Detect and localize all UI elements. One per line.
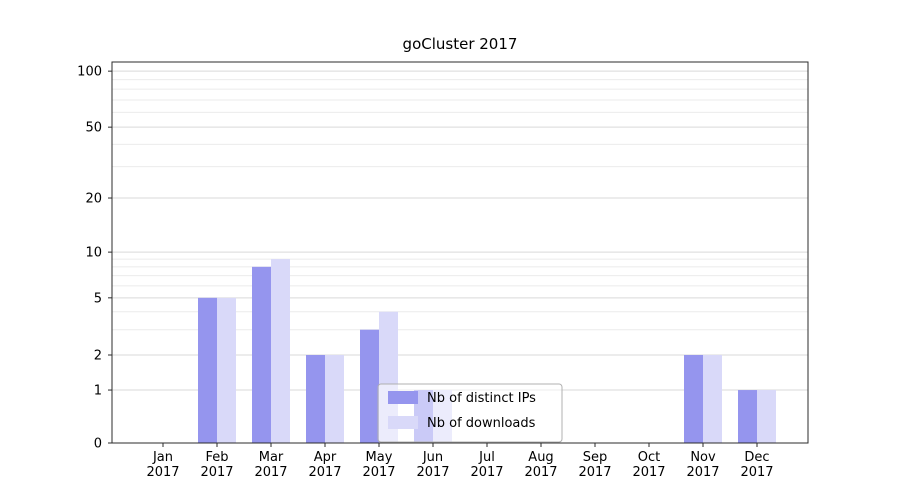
x-tick-label-year: 2017 xyxy=(308,465,341,480)
bar-distinct-ips xyxy=(306,354,325,443)
x-tick-label-month: Feb xyxy=(205,450,228,465)
y-tick-label: 100 xyxy=(77,65,102,80)
bar-distinct-ips xyxy=(738,390,757,443)
x-tick-label-month: Jun xyxy=(422,450,443,465)
x-tick-label-month: Sep xyxy=(583,450,608,465)
x-tick-label-month: Apr xyxy=(314,450,337,465)
legend-swatch xyxy=(388,391,418,404)
bar-distinct-ips xyxy=(684,354,703,443)
x-tick-label-year: 2017 xyxy=(632,465,665,480)
y-tick-label: 2 xyxy=(94,348,102,363)
bar-downloads xyxy=(217,297,236,443)
bar-downloads xyxy=(703,354,722,443)
x-tick-label-year: 2017 xyxy=(254,465,287,480)
bar-downloads xyxy=(757,390,776,443)
bar-downloads xyxy=(325,354,344,443)
x-tick-label-year: 2017 xyxy=(578,465,611,480)
legend-swatch xyxy=(388,416,418,429)
x-tick-label-year: 2017 xyxy=(416,465,449,480)
y-tick-label: 50 xyxy=(85,121,102,136)
chart-title: goCluster 2017 xyxy=(403,35,518,53)
bar-distinct-ips xyxy=(360,329,379,443)
chart-layers: 0125102050100Jan2017Feb2017Mar2017Apr201… xyxy=(77,61,809,480)
legend-box xyxy=(377,383,563,443)
y-tick-label: 10 xyxy=(85,246,102,261)
y-tick-label: 20 xyxy=(85,192,102,207)
x-tick-label-month: Oct xyxy=(638,450,660,465)
x-tick-label-year: 2017 xyxy=(524,465,557,480)
x-tick-label-year: 2017 xyxy=(740,465,773,480)
x-tick-label-year: 2017 xyxy=(686,465,719,480)
y-tick-label: 0 xyxy=(94,437,102,452)
x-tick-label-year: 2017 xyxy=(362,465,395,480)
legend-label: Nb of distinct IPs xyxy=(427,391,536,406)
x-tick-label-month: Jan xyxy=(152,450,173,465)
x-tick-label-year: 2017 xyxy=(200,465,233,480)
bar-downloads xyxy=(271,259,290,443)
x-tick-label-month: Mar xyxy=(259,450,284,465)
x-tick-label-month: Nov xyxy=(690,450,716,465)
y-tick-label: 1 xyxy=(94,384,102,399)
bar-distinct-ips xyxy=(252,266,271,443)
x-tick-label-month: Jul xyxy=(478,450,495,465)
y-tick-label: 5 xyxy=(94,291,102,306)
x-tick-label-year: 2017 xyxy=(146,465,179,480)
legend: Nb of distinct IPs Nb of downloads xyxy=(377,383,563,443)
x-tick-label-month: Dec xyxy=(744,450,769,465)
x-tick-label-year: 2017 xyxy=(470,465,503,480)
legend-label: Nb of downloads xyxy=(427,416,536,431)
bar-distinct-ips xyxy=(198,297,217,443)
x-tick-label-month: May xyxy=(366,450,393,465)
x-tick-label-month: Aug xyxy=(528,450,553,465)
